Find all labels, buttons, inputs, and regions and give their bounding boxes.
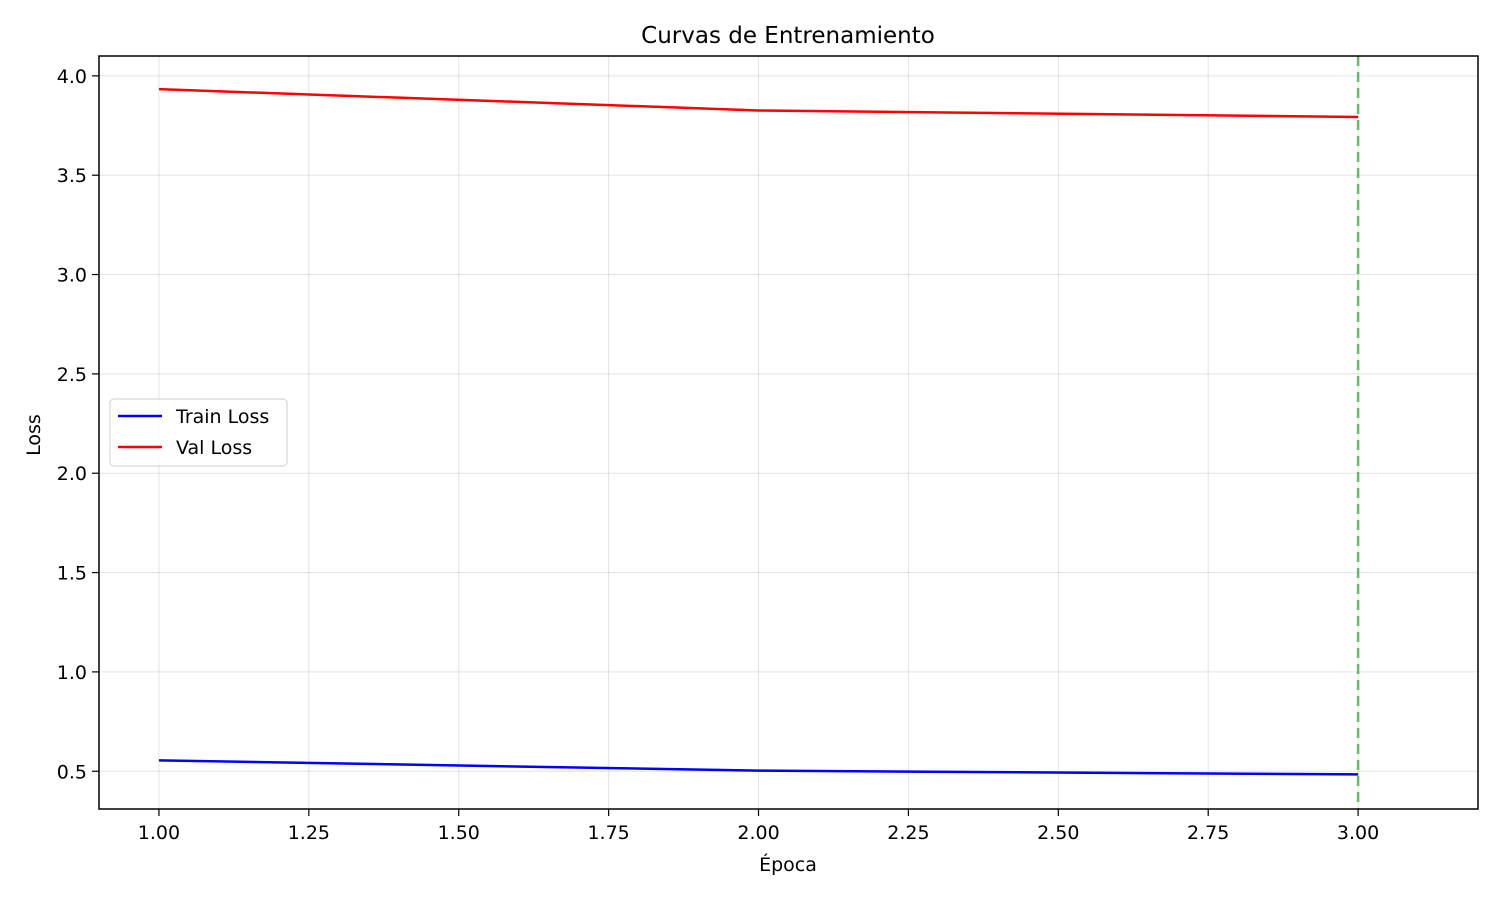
y-axis-label: Loss [23,414,45,456]
x-tick-label: 1.50 [438,822,480,844]
x-tick-label: 2.75 [1187,822,1229,844]
series-lines [158,87,1359,776]
x-tick-label: 1.00 [138,822,180,844]
legend-label-train-loss: Train Loss [175,406,269,428]
y-tick-label: 1.0 [57,662,87,684]
chart-title: Curvas de Entrenamiento [641,23,935,49]
x-tick-label: 1.25 [288,822,330,844]
y-axis-ticks: 0.5 1.0 1.5 2.0 2.5 3.0 3.5 4.0 [57,66,99,783]
y-tick-label: 3.5 [57,165,87,187]
y-tick-label: 4.0 [57,66,87,88]
x-axis-ticks: 1.00 1.25 1.50 1.75 2.00 2.25 2.50 2.75 3.00 [138,809,1379,844]
y-tick-label: 3.0 [57,265,87,287]
series-line-val-loss [158,87,1359,119]
plot-area-frame [98,55,1479,810]
x-axis-label: Época [759,853,817,876]
y-tick-label: 1.5 [57,563,87,585]
y-tick-label: 0.5 [57,761,87,783]
legend-label-val-loss: Val Loss [176,437,252,459]
x-tick-label: 1.75 [587,822,629,844]
y-tick-label: 2.5 [57,364,87,386]
x-tick-label: 2.00 [737,822,779,844]
legend: Train Loss Val Loss [109,398,288,467]
x-tick-label: 2.25 [887,822,929,844]
series-line-train-loss [158,759,1359,776]
grid [99,56,1478,809]
y-tick-label: 2.0 [57,463,87,485]
x-tick-label: 2.50 [1037,822,1079,844]
x-tick-label: 3.00 [1337,822,1379,844]
